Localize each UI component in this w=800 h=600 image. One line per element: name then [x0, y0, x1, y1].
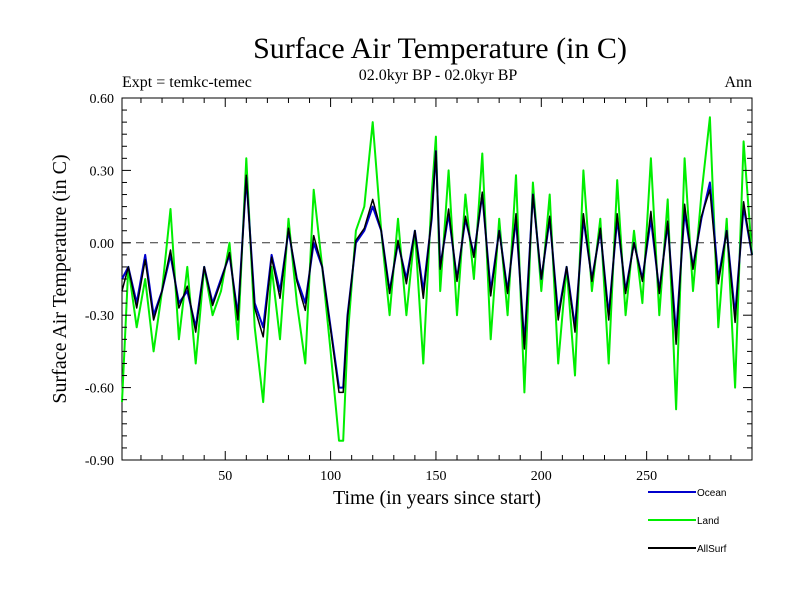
y-tick-label: -0.90: [85, 454, 114, 469]
axis-ticks: [122, 97, 752, 461]
legend: Ocean Land AllSurf: [648, 488, 727, 555]
legend-label-land: Land: [697, 516, 719, 527]
x-tick-labels: 50 100 150 200 250: [218, 469, 657, 484]
x-tick-label: 50: [218, 469, 232, 484]
chart-title: Surface Air Temperature (in C): [253, 32, 627, 65]
y-axis-label: Surface Air Temperature (in C): [49, 154, 71, 403]
series-group: [121, 116, 753, 442]
x-axis-label: Time (in years since start): [333, 487, 541, 509]
x-tick-label: 250: [636, 469, 657, 484]
chart-subtitle: 02.0kyr BP - 02.0kyr BP: [359, 67, 518, 84]
x-tick-label: 100: [320, 469, 341, 484]
y-tick-label: 0.00: [90, 237, 115, 252]
legend-label-allsurf: AllSurf: [697, 544, 727, 555]
y-tick-label: 0.30: [90, 164, 115, 179]
y-tick-label: 0.60: [90, 92, 115, 107]
x-tick-label: 150: [425, 469, 446, 484]
y-tick-labels: -0.90 -0.60 -0.30 0.00 0.30 0.60: [85, 92, 114, 469]
legend-label-ocean: Ocean: [697, 488, 726, 499]
y-tick-label: -0.60: [85, 382, 114, 397]
experiment-label: Expt = temkc-temec: [122, 74, 252, 91]
season-label: Ann: [724, 74, 752, 91]
series-line-allsurf: [121, 150, 753, 394]
series-line-land: [121, 116, 753, 442]
y-tick-label: -0.30: [85, 309, 114, 324]
x-tick-label: 200: [531, 469, 552, 484]
